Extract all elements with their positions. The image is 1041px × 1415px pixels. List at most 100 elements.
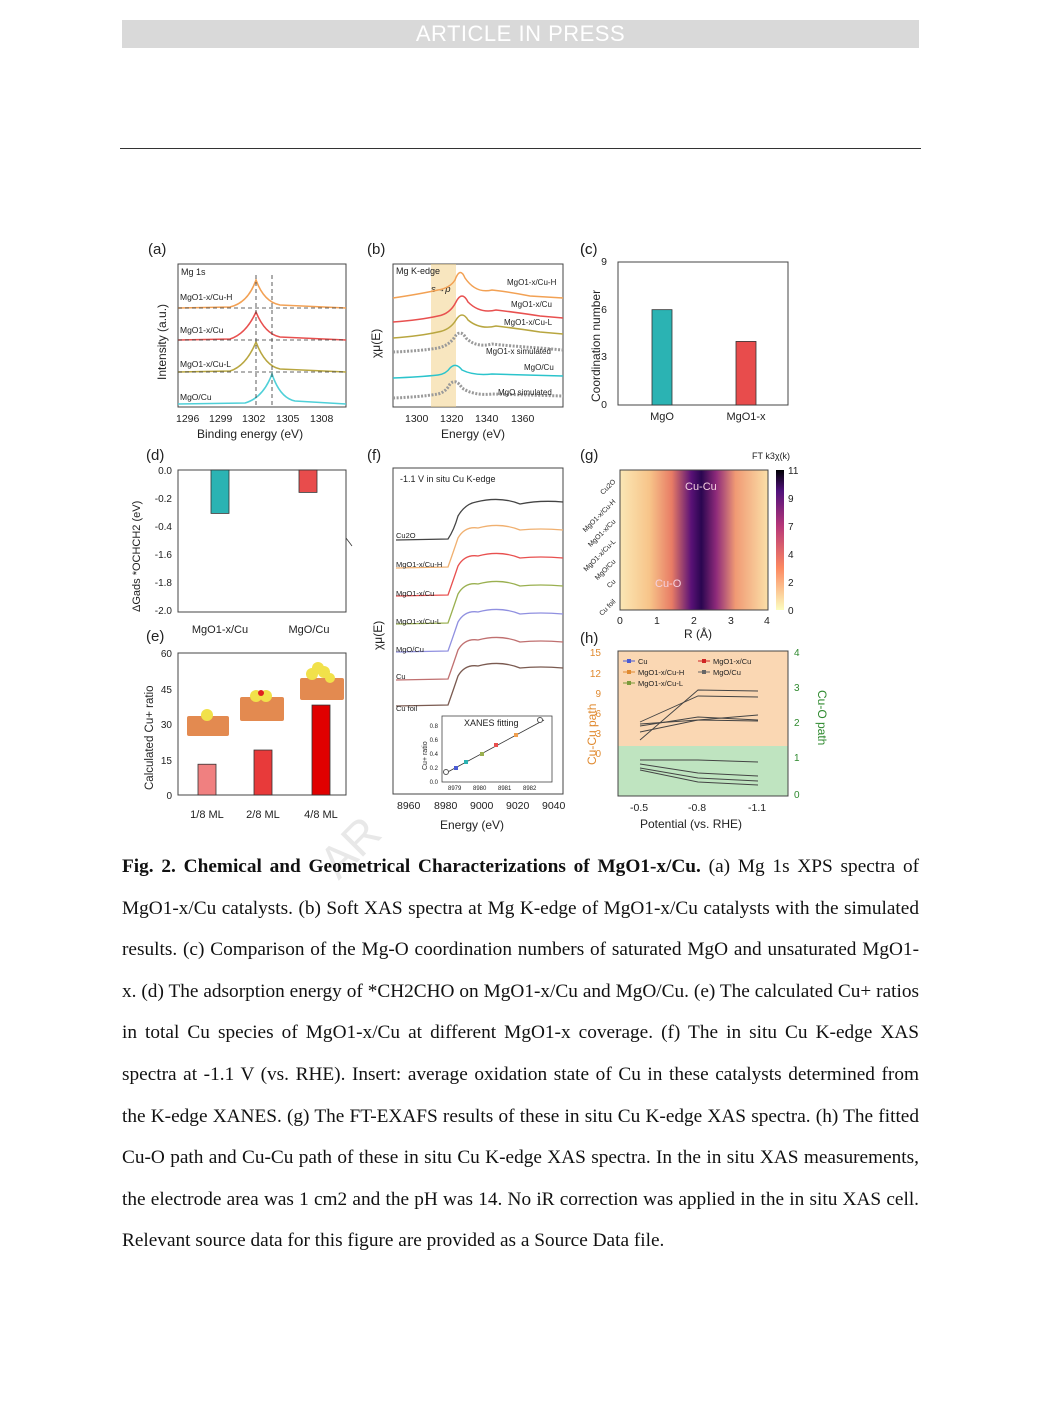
- panel-d-bars: [209, 469, 318, 543]
- panel-b-series-2: MgO1-x/Cu-L: [504, 318, 553, 327]
- panel-b-xtick-1: 1320: [440, 413, 464, 425]
- panel-f-inset-xtick-1: 8980: [473, 786, 487, 792]
- panel-g-xtick-3: 3: [728, 615, 734, 627]
- panel-f-series-2: MgO1-x/Cu: [396, 589, 434, 598]
- panel-label-a: (a): [148, 241, 166, 258]
- panel-h-yr-2: 2: [794, 718, 800, 729]
- figure-caption: Fig. 2. Chemical and Geometrical Charact…: [122, 856, 920, 1252]
- panel-h-ylabel-right: Cu-O path: [815, 690, 829, 745]
- panel-f-inset-ytick-3: 0.6: [430, 738, 439, 744]
- panel-c-ytick-0: 0: [601, 399, 607, 411]
- panel-e-cat-2: 4/8 ML: [304, 809, 338, 821]
- panel-a-series-0: MgO1-x/Cu-H: [180, 292, 232, 302]
- panel-d-ytick-4: -1.8: [155, 578, 173, 589]
- panel-e-ylabel: Calculated Cu+ ratio: [144, 685, 156, 790]
- panel-h-cu-cu-region: [618, 651, 788, 746]
- panel-g-heatmap: [620, 470, 768, 610]
- panel-b-xtick-3: 1360: [511, 413, 535, 425]
- panel-g-xtick-2: 2: [691, 615, 697, 627]
- panel-d-ylabel: ΔGads *OCHCH2 (eV): [131, 501, 143, 612]
- panel-f-inset-xtick-0: 8979: [448, 786, 462, 792]
- panel-h-xlabel: Potential (vs. RHE): [640, 817, 742, 831]
- panel-e-ytick-2: 30: [161, 720, 173, 731]
- panel-h-yl-5: 15: [590, 648, 602, 659]
- panel-h-yr-3: 3: [794, 683, 800, 694]
- panel-f-inset-ytick-0: 0.0: [430, 780, 439, 786]
- panel-f: (f) -1.1 V in situ Cu K-edge Cu2O MgO1-x…: [367, 447, 566, 832]
- panel-h-legend-0: Cu: [638, 657, 648, 666]
- panel-c-cat-0: MgO: [650, 411, 674, 423]
- panel-a-spectra: [177, 275, 347, 407]
- panel-e-bars: [197, 704, 331, 796]
- caption-text: (a) Mg 1s XPS spectra of MgO1-x/Cu catal…: [122, 856, 920, 1252]
- panel-b-series-0: MgO1-x/Cu-H: [507, 278, 557, 287]
- panel-h: (h) Cu MgO1-x/Cu MgO1-x/Cu-H MgO/Cu MgO1…: [580, 630, 829, 831]
- panel-label-h: (h): [580, 630, 598, 647]
- panel-d-cat-1: MgO/Cu: [289, 624, 330, 636]
- panel-h-yl-4: 12: [590, 669, 602, 680]
- panel-c-ytick-3: 9: [601, 256, 607, 268]
- panel-c-bar-1: [735, 341, 757, 406]
- panel-c-bar-0: [651, 309, 673, 406]
- panel-b-series-3: MgO1-x simulated: [486, 347, 551, 356]
- panel-c-bars: [651, 309, 757, 406]
- panel-e-ytick-0: 0: [166, 791, 172, 802]
- panel-a-xtick-0: 1296: [176, 413, 200, 425]
- panel-h-legend-4: MgO1-x/Cu-L: [638, 679, 683, 688]
- panel-f-inset-xtick-2: 8981: [498, 786, 512, 792]
- panel-f-series-5: Cu: [396, 672, 406, 681]
- panel-b-xtick-0: 1300: [405, 413, 429, 425]
- panel-b-inner-title: Mg K-edge: [396, 266, 440, 276]
- panel-g-row-6: Cu foil: [598, 598, 617, 617]
- panel-e-cat-0: 1/8 ML: [190, 809, 224, 821]
- panel-label-g: (g): [580, 447, 598, 464]
- panel-label-d: (d): [146, 447, 164, 464]
- panel-f-inset-ytick-1: 0.2: [430, 766, 439, 772]
- panel-f-inset-ytick-2: 0.4: [430, 752, 439, 758]
- panel-c-plot: (c) 9 6 3 0 MgO MgO1-x Coordination numb…: [580, 241, 789, 423]
- panel-e: (e) 60 45 30 15 0 1/8 ML 2/8 ML 4/8 ML C…: [144, 628, 347, 821]
- panel-h-lines: [639, 689, 759, 786]
- panel-h-legend: Cu MgO1-x/Cu MgO1-x/Cu-H MgO/Cu MgO1-x/C…: [623, 657, 751, 688]
- panel-f-spectra: [395, 498, 564, 707]
- panel-g: (g) FT k3χ(k) Cu-Cu: [580, 447, 799, 641]
- panel-g-xtick-0: 0: [617, 615, 623, 627]
- panel-a-ylabel: Intensity (a.u.): [155, 304, 169, 380]
- panel-h-yl-0: 0: [595, 749, 601, 760]
- panel-d-bar-0: [210, 469, 230, 514]
- panel-b-xlabel: Energy (eV): [441, 427, 505, 441]
- panel-e-cat-1: 2/8 ML: [246, 809, 280, 821]
- article-in-press-banner: ARTICLE IN PRESS: [122, 20, 919, 48]
- panel-g-cbar-0: 0: [788, 606, 794, 617]
- panel-h-yl-2: 6: [595, 709, 601, 720]
- panel-e-ytick-1: 15: [161, 756, 173, 767]
- figure-2: (a) Mg 1s MgO1-x/Cu-H MgO1-x/Cu MgO1-x/C…: [148, 241, 590, 441]
- panel-a-inner-title: Mg 1s: [181, 267, 206, 277]
- panel-d: (d) 0.0 -0.2 -0.4 -1.6 -1.8 -2.0 MgO1-x/…: [131, 447, 353, 636]
- figure-2-right: (c) 9 6 3 0 MgO MgO1-x Coordination numb…: [580, 241, 829, 831]
- panel-f-series-6: Cu foil: [396, 704, 418, 713]
- panel-h-legend-1: MgO1-x/Cu: [713, 657, 751, 666]
- caption-fig-label: Fig. 2: [122, 856, 172, 877]
- panel-g-colorbar-title: FT k3χ(k): [752, 451, 790, 461]
- panel-a-series-2: MgO1-x/Cu-L: [180, 359, 231, 369]
- panel-g-colorbar: [776, 470, 784, 610]
- panel-a-series-3: MgO/Cu: [180, 392, 212, 402]
- panel-e-structure-icons: [187, 662, 344, 736]
- panel-b-xtick-2: 1340: [475, 413, 499, 425]
- panel-b-ylabel: χμ(E): [369, 329, 383, 358]
- figure-2-lower: (d) 0.0 -0.2 -0.4 -1.6 -1.8 -2.0 MgO1-x/…: [131, 447, 566, 832]
- panel-g-cbar-3: 7: [788, 522, 794, 533]
- panel-c: (c): [580, 241, 590, 258]
- panel-g-xtick-1: 1: [654, 615, 660, 627]
- panel-label-c: (c): [580, 241, 590, 258]
- panel-e-bar-0: [197, 763, 217, 796]
- panel-c-ylabel: Coordination number: [589, 290, 603, 402]
- panel-c-ytick-2: 6: [601, 304, 607, 316]
- panel-f-xtick-1: 8980: [434, 800, 458, 812]
- panel-d-ytick-3: -1.6: [155, 550, 173, 561]
- panel-c-ytick-1: 3: [601, 351, 607, 363]
- panel-h-legend-2: MgO1-x/Cu-H: [638, 668, 684, 677]
- panel-b-series-4: MgO/Cu: [524, 363, 554, 372]
- panel-g-row-5: Cu: [606, 578, 617, 589]
